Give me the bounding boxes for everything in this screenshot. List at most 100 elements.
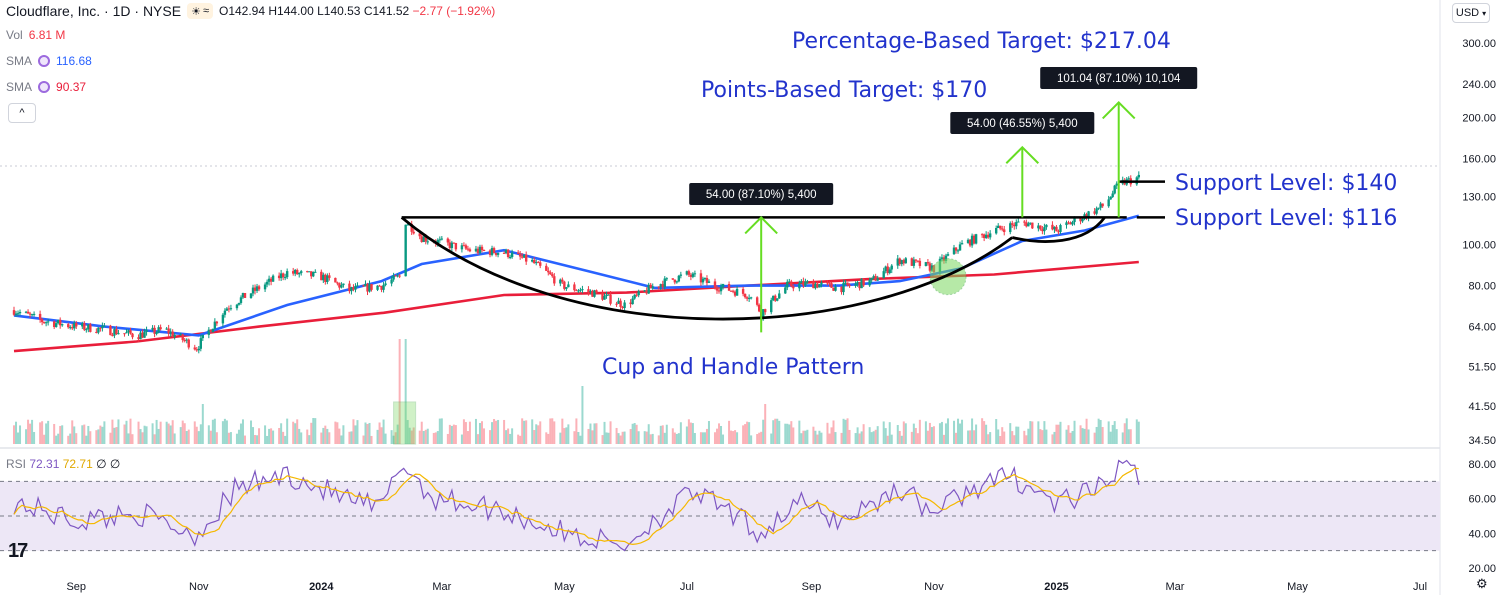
- candle-body: [609, 294, 612, 304]
- candle-body: [155, 332, 158, 334]
- sma-long-legend[interactable]: SMA 90.37: [6, 80, 86, 94]
- volume-bar: [778, 420, 781, 444]
- currency-selector[interactable]: USD ▾: [1452, 3, 1490, 23]
- volume-bar: [47, 420, 50, 444]
- candle-body: [324, 274, 327, 282]
- candle-body: [109, 325, 112, 336]
- volume-bar: [870, 432, 873, 444]
- candle-body: [956, 250, 960, 252]
- volume-bar: [1025, 435, 1028, 444]
- candle-body: [251, 287, 255, 294]
- candle-body: [970, 235, 974, 246]
- points-target-label: Points-Based Target: $170: [701, 78, 987, 103]
- candle-body: [1011, 223, 1014, 225]
- candle-body: [83, 323, 86, 330]
- candle-body: [69, 327, 72, 329]
- volume-bar: [239, 423, 242, 444]
- volume-bar: [127, 433, 130, 444]
- volume-bar: [663, 432, 666, 444]
- candle-body: [257, 286, 261, 290]
- volume-bar: [842, 418, 845, 444]
- volume-bar: [213, 418, 216, 444]
- volume-bar: [882, 421, 885, 444]
- candle-body: [117, 333, 120, 335]
- volume-bar: [229, 432, 232, 444]
- volume-bar: [633, 423, 636, 444]
- candle-body: [71, 327, 74, 329]
- volume-bar: [563, 428, 566, 444]
- candle-body: [239, 297, 243, 303]
- candle-body: [462, 245, 466, 247]
- volume-bar: [1127, 429, 1130, 444]
- market-status-badge[interactable]: ☀ ≈: [187, 3, 213, 19]
- sma-short-legend[interactable]: SMA 116.68: [6, 54, 92, 68]
- candle-body: [607, 294, 610, 296]
- candle-body: [870, 277, 873, 280]
- indicator-settings-icon[interactable]: [38, 55, 51, 67]
- candle-body: [872, 276, 875, 278]
- candle-body: [1081, 219, 1084, 222]
- volume-bar: [95, 430, 98, 444]
- price-tick-label: 80.00: [1468, 281, 1496, 293]
- candle-body: [705, 277, 709, 283]
- candle-body: [741, 288, 745, 294]
- candle-body: [237, 302, 241, 305]
- candle-body: [856, 281, 859, 284]
- rsi-label: RSI: [6, 457, 27, 471]
- volume-bar: [505, 430, 508, 444]
- candle-body: [213, 321, 217, 329]
- candle-body: [633, 294, 636, 299]
- candle-body: [1137, 174, 1140, 178]
- volume-bar: [898, 430, 901, 444]
- volume-bar: [87, 425, 90, 444]
- candle-body: [508, 256, 512, 258]
- candle-body: [269, 278, 273, 282]
- candle-body: [504, 249, 508, 254]
- candle-body: [221, 314, 225, 324]
- candle-body: [994, 228, 998, 234]
- tradingview-logo[interactable]: 17: [8, 540, 28, 562]
- candle-body: [241, 292, 245, 298]
- candle-body: [422, 236, 425, 242]
- volume-bar: [989, 432, 992, 444]
- volume-bar: [701, 432, 704, 444]
- candle-body: [310, 271, 313, 277]
- candle-body: [924, 262, 928, 266]
- volume-bar: [370, 435, 373, 444]
- volume-legend[interactable]: Vol 6.81 M: [6, 28, 65, 42]
- settings-icon[interactable]: ⚙: [1476, 576, 1488, 591]
- volume-bar: [1081, 428, 1084, 444]
- candle-body: [999, 225, 1002, 229]
- volume-bar: [619, 435, 622, 444]
- candle-body: [145, 329, 148, 332]
- volume-bar: [651, 433, 654, 444]
- volume-bar: [818, 430, 821, 444]
- candle-body: [1023, 221, 1026, 223]
- volume-bar: [533, 430, 536, 444]
- volume-bar: [846, 418, 849, 444]
- symbol-title[interactable]: Cloudflare, Inc. · 1D · NYSE: [6, 3, 182, 19]
- candle-body: [818, 284, 821, 288]
- candle-body: [860, 278, 863, 289]
- volume-bar: [659, 425, 662, 444]
- candle-body: [816, 283, 819, 288]
- collapse-legend-button[interactable]: ^: [8, 103, 36, 123]
- indicator-settings-icon[interactable]: [38, 81, 51, 93]
- candle-body: [1055, 226, 1058, 232]
- candle-body: [946, 254, 950, 256]
- candle-body: [900, 260, 903, 265]
- volume-bar: [567, 424, 570, 444]
- candle-body: [1027, 223, 1030, 227]
- rsi-legend[interactable]: RSI 72.31 72.71 ∅ ∅: [6, 457, 120, 471]
- time-tick-label: Sep: [66, 581, 86, 593]
- volume-bar: [523, 420, 526, 444]
- candle-body: [201, 334, 205, 339]
- candle-body: [928, 263, 932, 271]
- volume-bar: [412, 427, 415, 444]
- candle-body: [350, 287, 353, 292]
- candle-body: [886, 266, 889, 274]
- volume-bar: [1057, 424, 1060, 444]
- candle-body: [139, 332, 142, 340]
- volume-bar: [730, 430, 733, 444]
